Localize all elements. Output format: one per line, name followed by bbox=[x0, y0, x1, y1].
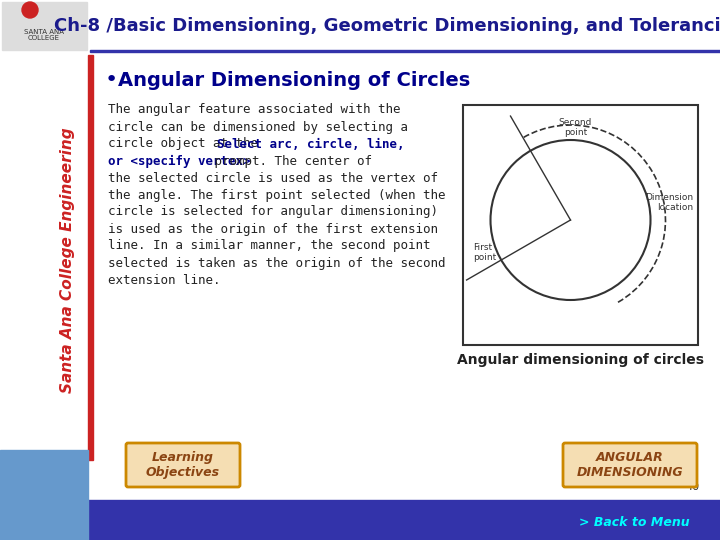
Bar bbox=[90, 50, 720, 52]
Bar bbox=[88, 55, 93, 460]
Text: point: point bbox=[564, 128, 587, 137]
Text: circle can be dimensioned by selecting a: circle can be dimensioned by selecting a bbox=[108, 120, 408, 133]
Text: Santa Ana College Engineering: Santa Ana College Engineering bbox=[60, 127, 76, 393]
Circle shape bbox=[22, 2, 38, 18]
Text: extension line.: extension line. bbox=[108, 273, 220, 287]
Text: ANGULAR
DIMENSIONING: ANGULAR DIMENSIONING bbox=[577, 451, 683, 479]
Text: circle object at the: circle object at the bbox=[108, 138, 266, 151]
Text: SANTA ANA
COLLEGE: SANTA ANA COLLEGE bbox=[24, 29, 64, 42]
FancyBboxPatch shape bbox=[563, 443, 697, 487]
Text: Angular Dimensioning of Circles: Angular Dimensioning of Circles bbox=[118, 71, 470, 90]
Text: line. In a similar manner, the second point: line. In a similar manner, the second po… bbox=[108, 240, 431, 253]
Bar bbox=[2, 2, 87, 50]
Text: 40: 40 bbox=[686, 482, 700, 492]
Text: or <specify vertex>: or <specify vertex> bbox=[108, 154, 251, 167]
Text: location: location bbox=[657, 203, 693, 212]
Text: The angular feature associated with the: The angular feature associated with the bbox=[108, 104, 400, 117]
Text: point: point bbox=[473, 253, 496, 262]
Bar bbox=[0, 450, 88, 540]
Bar bbox=[0, 0, 720, 50]
Text: Learning
Objectives: Learning Objectives bbox=[146, 451, 220, 479]
Text: is used as the origin of the first extension: is used as the origin of the first exten… bbox=[108, 222, 438, 235]
Text: prompt. The center of: prompt. The center of bbox=[207, 154, 372, 167]
FancyBboxPatch shape bbox=[126, 443, 240, 487]
Text: •: • bbox=[105, 70, 118, 90]
Text: the angle. The first point selected (when the: the angle. The first point selected (whe… bbox=[108, 188, 446, 201]
Bar bbox=[463, 105, 698, 345]
Text: Second: Second bbox=[559, 118, 592, 127]
Text: Dimension: Dimension bbox=[645, 193, 693, 202]
Text: Angular dimensioning of circles: Angular dimensioning of circles bbox=[457, 353, 704, 367]
Text: > Back to Menu: > Back to Menu bbox=[580, 516, 690, 529]
Text: the selected circle is used as the vertex of: the selected circle is used as the verte… bbox=[108, 172, 438, 185]
Text: selected is taken as the origin of the second: selected is taken as the origin of the s… bbox=[108, 256, 446, 269]
Text: Ch-8 /Basic Dimensioning, Geometric Dimensioning, and Tolerancing: Ch-8 /Basic Dimensioning, Geometric Dime… bbox=[54, 17, 720, 35]
Text: circle is selected for angular dimensioning): circle is selected for angular dimension… bbox=[108, 206, 438, 219]
Bar bbox=[88, 500, 720, 540]
Text: First: First bbox=[473, 243, 492, 252]
Text: Select arc, circle, line,: Select arc, circle, line, bbox=[217, 138, 405, 151]
